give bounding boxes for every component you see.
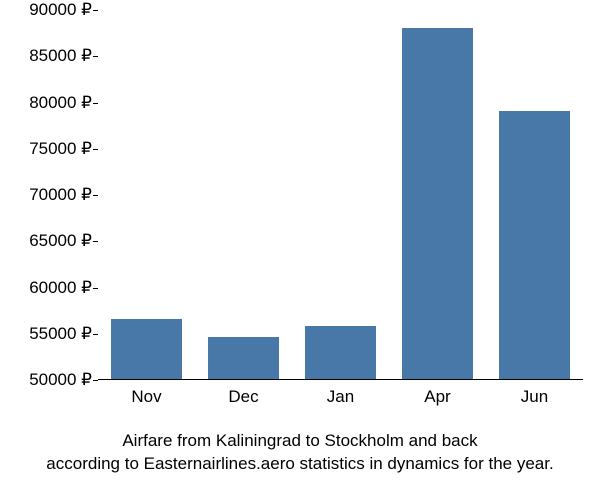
y-tick-mark <box>93 380 98 381</box>
caption-line-2: according to Easternairlines.aero statis… <box>46 454 553 473</box>
x-tick-label: Jan <box>327 379 354 407</box>
bar <box>499 111 571 379</box>
caption-line-1: Airfare from Kaliningrad to Stockholm an… <box>122 431 477 450</box>
y-tick-label: 60000 ₽ <box>29 278 98 298</box>
y-tick-mark <box>93 56 98 57</box>
y-tick-mark <box>93 288 98 289</box>
x-tick-label: Apr <box>424 379 450 407</box>
y-tick-label: 70000 ₽ <box>29 185 98 205</box>
bar <box>402 28 474 380</box>
chart-caption: Airfare from Kaliningrad to Stockholm an… <box>0 430 600 476</box>
y-tick-label: 80000 ₽ <box>29 93 98 113</box>
airfare-bar-chart: 50000 ₽ 55000 ₽ 60000 ₽ 65000 ₽ 70000 ₽ 75000… <box>0 0 600 500</box>
y-tick-mark <box>93 241 98 242</box>
y-tick-label: 85000 ₽ <box>29 46 98 66</box>
bar <box>208 337 280 379</box>
plot-area: 50000 ₽55000 ₽60000 ₽65000 ₽70000 ₽75000… <box>98 10 583 380</box>
y-tick-label: 75000 ₽ <box>29 139 98 159</box>
y-tick-mark <box>93 334 98 335</box>
bar <box>111 319 183 379</box>
y-tick-mark <box>93 195 98 196</box>
y-tick-mark <box>93 10 98 11</box>
x-tick-label: Jun <box>521 379 548 407</box>
y-tick-label: 90000 ₽ <box>29 0 98 20</box>
y-tick-mark <box>93 103 98 104</box>
bar <box>305 326 377 379</box>
y-tick-label: 50000 ₽ <box>29 370 98 390</box>
y-tick-mark <box>93 149 98 150</box>
x-tick-label: Dec <box>228 379 258 407</box>
x-tick-label: Nov <box>131 379 161 407</box>
y-tick-label: 55000 ₽ <box>29 324 98 344</box>
y-tick-label: 65000 ₽ <box>29 231 98 251</box>
